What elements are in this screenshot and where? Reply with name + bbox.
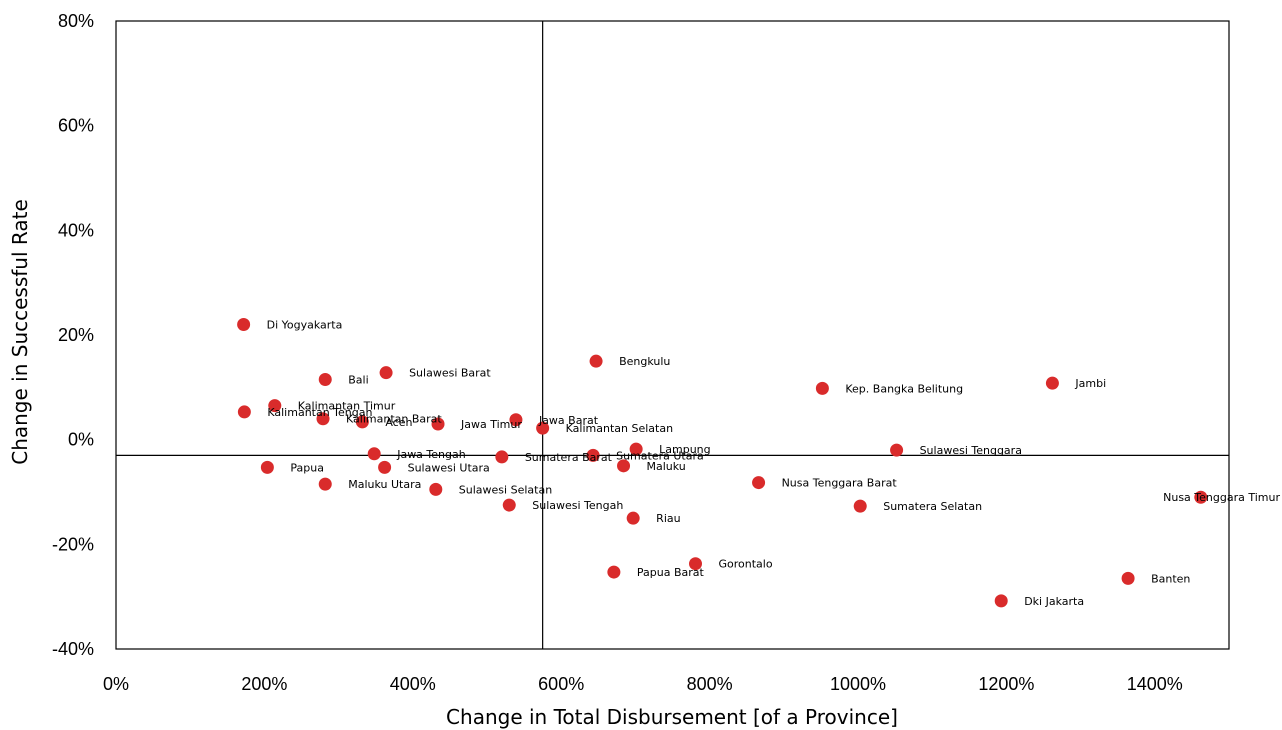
point-label: Nusa Tenggara Timur — [1163, 491, 1280, 504]
data-point — [752, 476, 766, 490]
y-tick-label: 60% — [58, 116, 94, 136]
data-point — [318, 372, 332, 386]
data-point — [589, 354, 603, 368]
data-point — [586, 448, 600, 462]
data-point — [318, 477, 332, 491]
point-label: Sulawesi Tengah — [532, 499, 623, 512]
data-point — [316, 412, 330, 426]
data-point — [260, 460, 274, 474]
x-tick-label: 400% — [390, 674, 436, 694]
data-point — [367, 447, 381, 461]
point-label: Sulawesi Barat — [409, 367, 491, 380]
reference-lines — [116, 21, 1229, 649]
data-point — [815, 381, 829, 395]
data-point — [536, 421, 550, 435]
point-label: Sumatera Barat — [525, 451, 613, 464]
data-point — [237, 318, 251, 332]
point-label: Bali — [348, 373, 368, 386]
data-point — [689, 557, 703, 571]
data-point — [626, 511, 640, 525]
data-point — [355, 415, 369, 429]
point-label: Kalimantan Tengah — [267, 406, 372, 419]
point-label: Bengkulu — [619, 355, 670, 368]
point-label: Papua — [290, 461, 324, 474]
point-label: Kalimantan Barat — [346, 413, 442, 426]
data-point — [629, 442, 643, 456]
data-point — [994, 594, 1008, 608]
point-label: Papua Barat — [637, 566, 705, 579]
x-tick-label: 1000% — [830, 674, 886, 694]
x-axis-title: Change in Total Disbursement [of a Provi… — [446, 705, 898, 729]
y-tick-label: 40% — [58, 220, 94, 240]
x-tick-label: 0% — [103, 674, 129, 694]
x-tick-label: 200% — [241, 674, 287, 694]
point-label: Jawa Timur — [460, 418, 522, 431]
point-label: Maluku Utara — [348, 478, 421, 491]
data-point — [1121, 571, 1135, 585]
point-label: Gorontalo — [719, 558, 773, 571]
data-point — [431, 417, 445, 431]
point-label: Nusa Tenggara Barat — [782, 477, 898, 490]
y-tick-label: 20% — [58, 325, 94, 345]
data-point — [268, 399, 282, 413]
point-label: Sulawesi Tenggara — [920, 444, 1022, 457]
point-label: Kalimantan Timur — [298, 400, 396, 413]
y-axis-title: Change in Successful Rate — [8, 199, 32, 465]
plot-area — [115, 20, 1230, 650]
point-label: Sumatera Selatan — [883, 500, 982, 513]
x-tick-label: 800% — [687, 674, 733, 694]
point-label: Kalimantan Selatan — [566, 422, 673, 435]
point-label: Riau — [656, 512, 680, 525]
point-label: Lampung — [659, 443, 711, 456]
x-tick-label: 600% — [538, 674, 584, 694]
y-axis-ticks: -40% -20% 0% 20% 40% 60% 80% — [52, 11, 94, 659]
y-tick-label: -40% — [52, 639, 94, 659]
data-point — [237, 405, 251, 419]
data-point — [502, 498, 516, 512]
y-tick-label: 80% — [58, 11, 94, 31]
point-label: Sumatera Utara — [616, 449, 704, 462]
x-tick-label: 1200% — [978, 674, 1034, 694]
data-points — [237, 318, 1208, 608]
data-point — [853, 499, 867, 513]
y-tick-label: -20% — [52, 534, 94, 554]
point-labels: Di Yogyakarta Bali Sulawesi Barat Bengkulu K… — [267, 319, 1281, 608]
data-point — [509, 413, 523, 427]
point-label: Kep. Bangka Belitung — [845, 382, 963, 395]
data-point — [379, 366, 393, 380]
point-label: Jambi — [1074, 377, 1106, 390]
data-point — [429, 482, 443, 496]
data-point — [890, 443, 904, 457]
data-point — [617, 459, 631, 473]
point-label: Di Yogyakarta — [267, 319, 343, 332]
point-label: Aceh — [385, 416, 412, 429]
x-axis-ticks: 0% 200% 400% 600% 800% 1000% 1200% 1400% — [103, 674, 1183, 694]
data-point — [495, 450, 509, 464]
data-point — [1045, 376, 1059, 390]
point-label: Jawa Tengah — [396, 448, 466, 461]
point-label: Dki Jakarta — [1024, 595, 1084, 608]
data-point — [607, 565, 621, 579]
point-label: Sulawesi Utara — [408, 461, 490, 474]
data-point — [1194, 490, 1208, 504]
point-label: Banten — [1151, 572, 1190, 585]
y-tick-label: 0% — [68, 430, 94, 450]
data-point — [378, 460, 392, 474]
point-label: Sulawesi Selatan — [459, 483, 552, 496]
point-label: Maluku — [647, 460, 686, 473]
x-tick-label: 1400% — [1127, 674, 1183, 694]
point-label: Jawa Barat — [538, 414, 599, 427]
